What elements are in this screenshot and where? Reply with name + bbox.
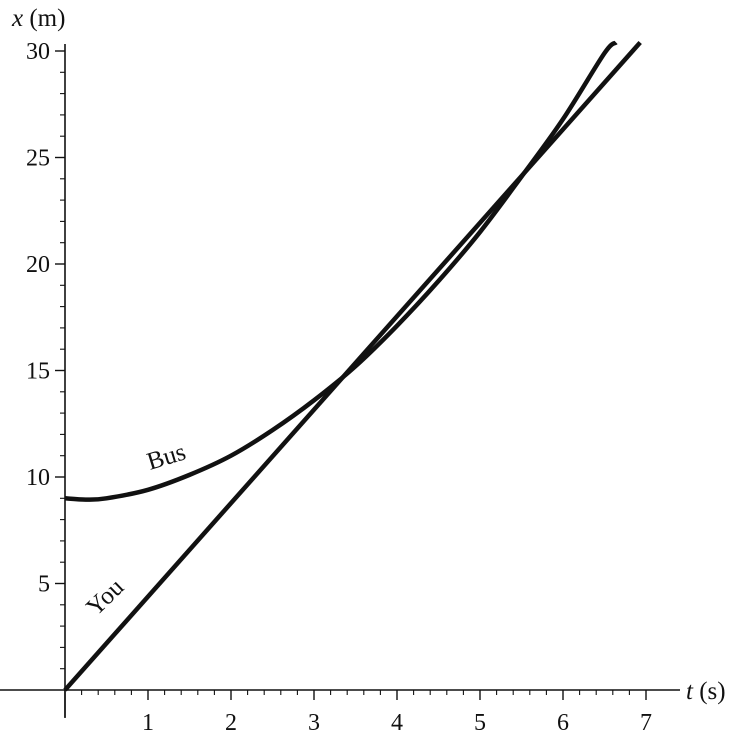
you-line (63, 40, 642, 692)
ticks (55, 50, 647, 717)
series-label-bus: Bus (144, 439, 189, 476)
x-tick-label: 2 (225, 710, 237, 736)
x-tick-label: 3 (308, 710, 320, 736)
x-axis-title: t (s) (686, 678, 726, 705)
x-tick-label: 5 (474, 710, 486, 736)
x-axis-var: t (686, 678, 694, 705)
y-tick-label: 25 (26, 146, 50, 172)
y-tick-label: 5 (38, 572, 50, 598)
y-tick-label: 30 (26, 39, 50, 65)
y-tick-label: 20 (26, 252, 50, 278)
x-tick-label: 6 (557, 710, 569, 736)
bus-line (64, 40, 618, 502)
y-axis-unit: (m) (29, 5, 65, 32)
y-tick-label: 15 (26, 359, 50, 385)
series-label-you: You (81, 573, 129, 621)
tick-labels: 1 2 3 4 5 6 7 5 10 15 20 25 30 (26, 39, 652, 736)
x-tick-label: 4 (391, 710, 403, 736)
axes (0, 44, 680, 718)
y-axis-var: x (11, 5, 23, 32)
series-lines (63, 40, 642, 692)
x-axis-unit: (s) (699, 678, 725, 705)
y-tick-label: 10 (26, 465, 50, 491)
x-tick-label: 7 (640, 710, 652, 736)
x-tick-label: 1 (142, 710, 154, 736)
y-axis-title: x (m) (11, 5, 65, 32)
